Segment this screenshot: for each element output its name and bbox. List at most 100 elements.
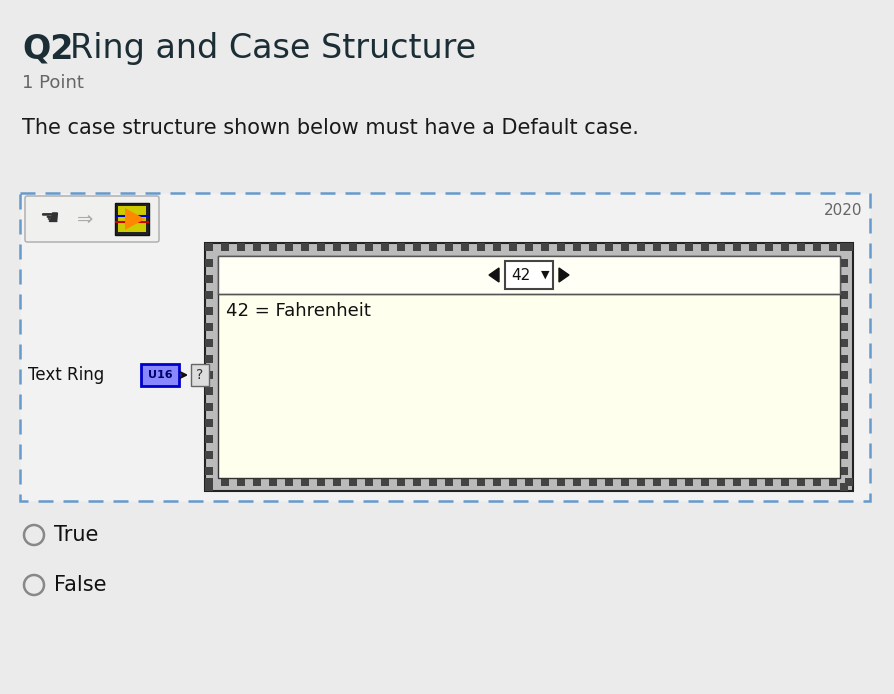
- Text: True: True: [54, 525, 98, 545]
- FancyBboxPatch shape: [25, 196, 159, 242]
- Text: ?: ?: [197, 368, 204, 382]
- Bar: [205, 339, 213, 347]
- Text: 1 Point: 1 Point: [22, 74, 84, 92]
- Bar: [621, 478, 629, 486]
- Bar: [701, 478, 709, 486]
- Bar: [765, 478, 773, 486]
- Bar: [218, 256, 840, 294]
- Bar: [205, 355, 213, 363]
- Bar: [840, 387, 848, 395]
- Bar: [205, 291, 213, 299]
- Bar: [840, 419, 848, 427]
- Bar: [205, 478, 213, 486]
- Bar: [205, 419, 213, 427]
- Bar: [301, 243, 309, 251]
- Bar: [840, 291, 848, 299]
- Bar: [205, 323, 213, 331]
- Bar: [845, 478, 853, 486]
- Text: ☚: ☚: [39, 209, 59, 229]
- Bar: [445, 243, 453, 251]
- Bar: [717, 243, 725, 251]
- Bar: [749, 243, 757, 251]
- Bar: [445, 478, 453, 486]
- Bar: [477, 243, 485, 251]
- Bar: [205, 243, 213, 251]
- Bar: [840, 451, 848, 459]
- Bar: [845, 243, 853, 251]
- Bar: [349, 478, 357, 486]
- Bar: [840, 307, 848, 315]
- Bar: [205, 243, 853, 491]
- Bar: [797, 478, 805, 486]
- Bar: [840, 435, 848, 443]
- Bar: [237, 243, 245, 251]
- Bar: [301, 478, 309, 486]
- Bar: [637, 478, 645, 486]
- Text: Text Ring: Text Ring: [28, 366, 105, 384]
- Text: ▼: ▼: [541, 270, 549, 280]
- Text: U16: U16: [148, 370, 173, 380]
- Bar: [269, 478, 277, 486]
- Bar: [541, 243, 549, 251]
- Bar: [605, 243, 613, 251]
- Bar: [717, 478, 725, 486]
- Bar: [669, 243, 677, 251]
- Bar: [829, 243, 837, 251]
- Bar: [493, 243, 501, 251]
- Bar: [621, 243, 629, 251]
- Bar: [505, 261, 553, 289]
- Text: False: False: [54, 575, 106, 595]
- Bar: [191, 364, 209, 386]
- Bar: [509, 243, 517, 251]
- Bar: [365, 478, 373, 486]
- Bar: [20, 193, 870, 501]
- Bar: [413, 243, 421, 251]
- Bar: [733, 478, 741, 486]
- Bar: [573, 478, 581, 486]
- Bar: [653, 478, 661, 486]
- Text: 2020: 2020: [823, 203, 862, 218]
- Bar: [205, 259, 213, 267]
- Bar: [429, 478, 437, 486]
- Bar: [317, 478, 325, 486]
- Bar: [115, 203, 149, 235]
- Bar: [669, 478, 677, 486]
- Bar: [840, 275, 848, 283]
- Bar: [205, 307, 213, 315]
- Bar: [653, 243, 661, 251]
- Bar: [205, 451, 213, 459]
- Bar: [333, 478, 341, 486]
- Bar: [349, 243, 357, 251]
- Bar: [557, 243, 565, 251]
- Bar: [237, 478, 245, 486]
- Bar: [141, 364, 179, 386]
- Bar: [397, 478, 405, 486]
- Text: 42 = Fahrenheit: 42 = Fahrenheit: [226, 302, 371, 320]
- Bar: [205, 403, 213, 411]
- Bar: [381, 478, 389, 486]
- Bar: [781, 478, 789, 486]
- Polygon shape: [125, 208, 145, 230]
- Bar: [381, 243, 389, 251]
- Bar: [253, 478, 261, 486]
- Text: ⇒: ⇒: [77, 210, 93, 228]
- Bar: [749, 478, 757, 486]
- Bar: [285, 478, 293, 486]
- Bar: [840, 259, 848, 267]
- Bar: [829, 478, 837, 486]
- Bar: [541, 478, 549, 486]
- Text: 42: 42: [511, 267, 531, 282]
- Bar: [685, 243, 693, 251]
- Bar: [269, 243, 277, 251]
- Bar: [221, 243, 229, 251]
- Bar: [285, 243, 293, 251]
- Bar: [461, 243, 469, 251]
- Bar: [205, 467, 213, 475]
- Bar: [118, 206, 146, 232]
- Bar: [413, 478, 421, 486]
- Bar: [333, 243, 341, 251]
- Bar: [781, 243, 789, 251]
- Bar: [840, 243, 848, 251]
- Bar: [685, 478, 693, 486]
- Bar: [365, 243, 373, 251]
